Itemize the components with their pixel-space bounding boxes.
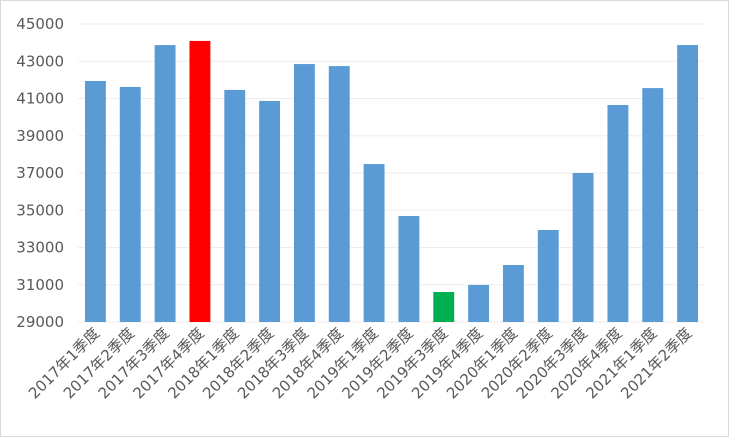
bar <box>642 88 664 322</box>
y-tick-label: 41000 <box>16 90 64 108</box>
y-tick-label: 43000 <box>16 52 64 70</box>
y-tick-label: 37000 <box>16 164 64 182</box>
bar <box>572 173 594 322</box>
bar <box>398 216 420 322</box>
bar <box>363 164 385 322</box>
y-tick-label: 29000 <box>16 313 64 331</box>
bar <box>502 265 524 322</box>
bar <box>537 229 559 322</box>
bar <box>677 45 699 322</box>
bar <box>224 89 246 323</box>
y-tick-label: 35000 <box>16 201 64 219</box>
bar <box>433 292 455 322</box>
y-tick-label: 33000 <box>16 239 64 257</box>
bar <box>607 105 629 322</box>
bar <box>328 66 350 322</box>
bar <box>189 40 211 322</box>
bar <box>84 80 106 323</box>
bar <box>293 64 315 322</box>
bar <box>154 45 176 322</box>
bar <box>468 284 490 322</box>
bar <box>259 100 281 322</box>
bar <box>119 86 141 322</box>
y-tick-label: 39000 <box>16 127 64 145</box>
y-tick-label: 45000 <box>16 15 64 33</box>
y-tick-label: 31000 <box>16 276 64 294</box>
